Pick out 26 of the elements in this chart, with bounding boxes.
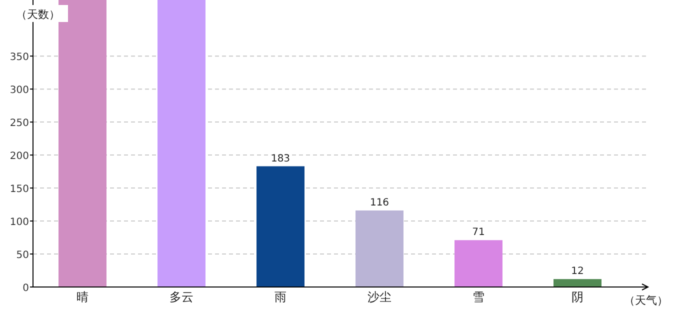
x-tick-label: 雪 — [472, 290, 484, 304]
x-tick-label: 沙尘 — [368, 290, 392, 304]
y-tick-label: 350 — [10, 52, 29, 64]
y-tick-label: 200 — [10, 151, 29, 162]
x-tick-label: 阴 — [572, 290, 584, 304]
y-tick-label: 300 — [10, 85, 29, 96]
y-tick-label: 50 — [16, 250, 29, 262]
bar — [158, 0, 206, 287]
y-axis-title: （天数） — [16, 8, 60, 21]
y-tick-label: 150 — [10, 184, 29, 196]
bar — [356, 210, 404, 287]
data-label: 71 — [472, 227, 485, 238]
data-label: 12 — [571, 266, 584, 278]
x-axis-title: （天气） — [624, 294, 668, 307]
bar — [58, 0, 106, 287]
bar — [554, 279, 602, 287]
data-label: 183 — [270, 153, 290, 164]
x-tick-label: 晴 — [76, 290, 88, 304]
y-tick-label: 100 — [10, 217, 29, 228]
x-tick-label: 雨 — [274, 290, 286, 304]
data-label: 116 — [370, 197, 390, 208]
bar — [454, 240, 502, 287]
y-tick-label: 250 — [10, 118, 29, 130]
y-tick-label: 0 — [22, 283, 29, 294]
x-tick-label: 多云 — [170, 290, 194, 304]
bar — [256, 166, 304, 287]
